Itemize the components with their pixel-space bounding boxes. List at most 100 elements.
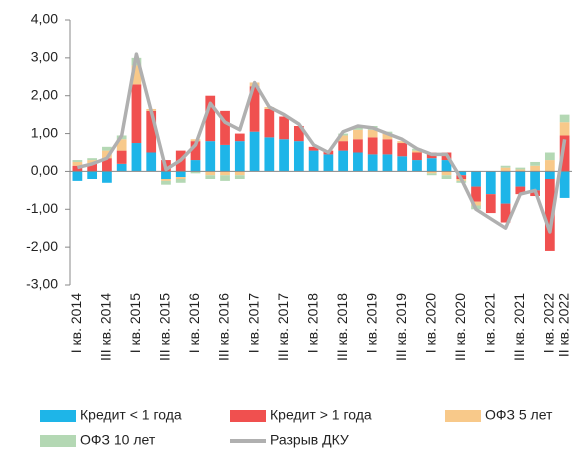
bar-segment (500, 165, 511, 168)
bar-segment (471, 201, 481, 206)
bar-segment (234, 133, 245, 142)
bar-segment (205, 171, 216, 176)
bar-segment (515, 171, 526, 187)
bar-segment (308, 146, 319, 151)
bar-segment (102, 171, 112, 183)
legend-label: ОФЗ 5 лет (485, 407, 553, 423)
bar-segment (397, 156, 408, 172)
line-series (76, 52, 567, 234)
x-tick-label: II кв. 2022 (555, 293, 571, 357)
bar-segment (530, 171, 540, 191)
x-tick-label: I кв. 2021 (481, 293, 497, 353)
bar-segment (175, 177, 186, 179)
bar-segment (279, 116, 289, 140)
x-tick-label: I кв. 2015 (127, 293, 143, 353)
bar-segment (382, 133, 393, 140)
bar-segment (544, 160, 555, 172)
bar-segment (146, 152, 157, 172)
legend-swatch (40, 435, 76, 447)
bar-segment (338, 150, 349, 172)
bar-segment (323, 154, 334, 172)
bar-segment (116, 163, 127, 172)
bar-segment (190, 160, 201, 172)
bar-segment (220, 110, 230, 145)
x-tick-label: I кв. 2019 (363, 293, 379, 353)
bar-segment (412, 150, 422, 153)
bar-segment (146, 110, 157, 153)
bar-segment (441, 175, 452, 179)
bar-segment (87, 163, 98, 172)
bar-segment (397, 141, 408, 144)
legend-label: ОФЗ 10 лет (80, 432, 156, 448)
bar-segment (500, 167, 511, 172)
bar-segment (559, 122, 570, 136)
bar-segment (367, 154, 378, 172)
legend-label: Кредит > 1 года (270, 407, 372, 423)
bar-segment (72, 160, 83, 162)
bar-segment (131, 84, 142, 144)
bar-segment (205, 175, 216, 179)
bar-segment (353, 152, 363, 172)
bar-segment (441, 171, 452, 176)
bar-segment (72, 165, 83, 172)
bar-segment (544, 179, 555, 251)
bar-segment (353, 126, 363, 130)
legend-swatch (40, 410, 76, 422)
bar-segment (412, 160, 422, 172)
y-tick-label: 2,00 (31, 86, 58, 102)
x-tick-label: III кв. 2017 (275, 293, 291, 361)
x-tick-label: I кв. 2018 (304, 293, 320, 353)
bar-segment (382, 154, 393, 172)
x-tick-label: III кв. 2020 (452, 293, 468, 361)
bar-segment (397, 143, 408, 157)
bar-segment (441, 160, 452, 172)
bar-segment (293, 141, 304, 172)
x-tick-label: III кв. 2019 (393, 293, 409, 361)
bar-segment (412, 152, 422, 161)
bar-segment (161, 180, 171, 185)
bar-segment (205, 141, 216, 172)
bar-segment (544, 171, 555, 179)
bar-segment (559, 135, 570, 172)
bar-segment (559, 171, 570, 198)
bar-segment (220, 175, 230, 181)
bar-segment (175, 171, 186, 178)
y-tick-label: 3,00 (31, 49, 58, 65)
bar-segment (353, 129, 363, 140)
bar-segment (500, 203, 511, 223)
legend-label: Разрыв ДКУ (270, 432, 349, 448)
bar-segment (544, 152, 555, 161)
bar-segment (338, 141, 349, 151)
bar-segment (426, 173, 437, 176)
bar-segment (515, 186, 526, 195)
legend-swatch (445, 410, 481, 422)
bar-segment (102, 146, 112, 151)
bar-segment (279, 139, 289, 172)
y-tick-label: 0,00 (31, 162, 58, 178)
bar-segment (102, 150, 112, 159)
bar-segment (530, 165, 540, 172)
x-tick-label: I кв. 2022 (541, 293, 557, 353)
bar-segment (456, 171, 467, 176)
bar-segment (471, 171, 481, 187)
bar-segment (353, 139, 363, 153)
y-tick-label: 1,00 (31, 124, 58, 140)
bar-segment (530, 161, 540, 166)
bar-segment (131, 143, 142, 172)
bar-segment (161, 179, 171, 181)
x-tick-label: I кв. 2020 (422, 293, 438, 353)
bar-segment (367, 137, 378, 155)
x-tick-label: III кв. 2015 (157, 293, 173, 361)
bar-segment (338, 135, 349, 142)
legend-label: Кредит < 1 года (80, 407, 182, 423)
x-tick-label: I кв. 2014 (68, 293, 84, 353)
legend-swatch (230, 410, 266, 422)
bar-segment (485, 171, 496, 195)
bar-segment (367, 129, 378, 138)
bar-segment (87, 160, 98, 164)
x-tick-label: I кв. 2016 (186, 293, 202, 353)
bar-segment (471, 186, 481, 202)
bar-segment (426, 158, 437, 172)
bar-segment (234, 141, 245, 172)
bar-segment (220, 144, 230, 172)
